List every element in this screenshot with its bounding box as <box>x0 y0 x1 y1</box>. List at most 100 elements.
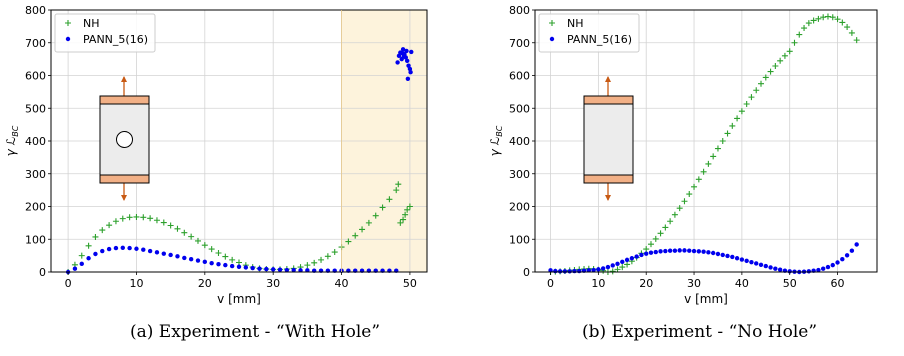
legend-marker-pann <box>549 36 555 42</box>
nh-point <box>691 183 698 190</box>
x-tick-label: 30 <box>687 277 701 290</box>
pann-point <box>663 248 668 254</box>
nh-point <box>695 176 702 183</box>
pann-point <box>816 267 821 273</box>
nh-point <box>160 219 167 226</box>
nh-point <box>229 256 236 263</box>
pann-point <box>682 248 687 253</box>
y-tick-label: 600 <box>509 70 530 83</box>
x-tick-label: 20 <box>639 277 653 290</box>
x-tick-label: 0 <box>65 277 72 290</box>
x-tick-label: 40 <box>735 277 749 290</box>
nh-point <box>786 48 793 55</box>
nh-point <box>820 14 827 21</box>
pann-point <box>188 257 194 262</box>
nh-point <box>85 242 92 249</box>
pann-point <box>725 253 730 259</box>
pann-point <box>291 267 296 273</box>
nh-point <box>772 63 779 70</box>
pann-point <box>113 245 119 251</box>
y-tick-label: 300 <box>25 168 46 181</box>
y-tick-label: 800 <box>25 4 46 17</box>
nh-point <box>815 15 822 22</box>
pann-point <box>648 250 654 255</box>
nh-point <box>671 211 678 218</box>
legend-marker-nh <box>65 20 71 26</box>
pann-point <box>404 48 409 54</box>
pann-point <box>658 249 663 254</box>
nh-point <box>624 261 631 268</box>
pann-point <box>120 245 125 250</box>
pann-point <box>820 266 826 271</box>
nh-point <box>406 203 413 210</box>
specimen-diagram-no-hole <box>583 76 634 201</box>
nh-point <box>194 237 201 244</box>
pann-point <box>672 248 678 253</box>
pann-point <box>395 60 400 65</box>
pann-point <box>696 249 702 254</box>
pann-point <box>763 263 768 269</box>
nh-point <box>753 87 760 94</box>
nh-point <box>614 266 621 273</box>
caption-b: (b) Experiment - “No Hole” <box>582 322 818 342</box>
nh-point <box>393 187 400 194</box>
data-marks <box>547 13 860 275</box>
nh-point <box>78 252 85 259</box>
pann-point <box>840 257 845 262</box>
nh-point <box>236 259 242 266</box>
pann-point <box>844 253 850 258</box>
nh-point <box>167 222 174 229</box>
nh-point <box>324 253 331 260</box>
pann-point <box>553 268 558 274</box>
pann-point <box>739 257 745 262</box>
pann-point <box>175 254 180 259</box>
pann-point <box>701 249 706 254</box>
pann-point <box>250 265 255 271</box>
pann-point <box>706 250 711 255</box>
nh-point <box>395 181 402 188</box>
nh-point <box>400 216 407 223</box>
nh-point <box>844 24 851 31</box>
x-tick-label: 50 <box>403 277 417 290</box>
pann-point <box>161 251 166 256</box>
nh-point <box>719 138 726 144</box>
pann-point <box>710 250 716 256</box>
y-tick-label: 700 <box>25 37 46 50</box>
legend-label-nh: NH <box>567 17 584 30</box>
pann-point <box>79 261 84 267</box>
pann-point <box>154 250 160 255</box>
pann-point <box>127 245 132 251</box>
nh-point <box>758 80 765 87</box>
pann-point <box>586 268 592 273</box>
nh-point <box>848 29 855 36</box>
x-tick-label: 40 <box>335 277 349 290</box>
pann-point <box>223 262 228 268</box>
nh-point <box>208 246 215 253</box>
nh-point <box>724 130 731 137</box>
nh-point <box>781 52 788 59</box>
pann-point <box>134 246 139 251</box>
pann-point <box>768 265 773 270</box>
pann-point <box>620 259 625 265</box>
nh-point <box>729 122 736 129</box>
pann-point <box>596 267 601 272</box>
y-tick-label: 500 <box>509 102 530 115</box>
nh-point <box>796 31 803 38</box>
pann-point <box>624 257 630 263</box>
pann-point <box>667 248 673 253</box>
pann-point <box>404 58 410 63</box>
pann-point <box>168 252 173 258</box>
nh-point <box>201 242 208 249</box>
pann-point <box>229 263 235 269</box>
nh-point <box>700 168 707 175</box>
nh-point <box>99 227 106 234</box>
nh-point <box>359 226 366 233</box>
pann-point <box>209 260 214 266</box>
pann-point <box>749 259 754 265</box>
pann-point <box>758 262 764 267</box>
pann-point <box>277 267 283 272</box>
pann-point <box>86 256 91 261</box>
pann-point <box>409 49 414 55</box>
